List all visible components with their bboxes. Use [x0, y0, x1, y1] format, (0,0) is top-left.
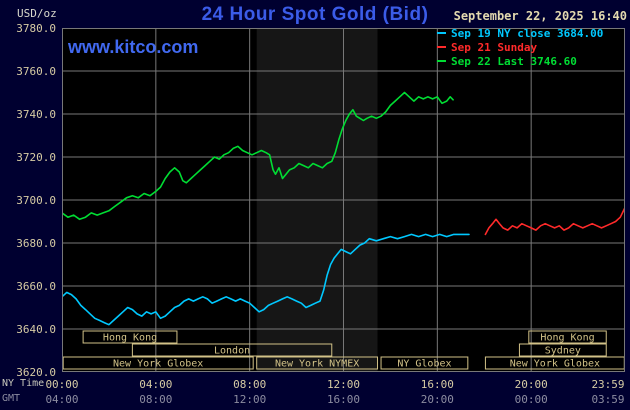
x-tick-gmt-label: 20:00 — [420, 393, 454, 406]
x-tick-gmt-label: 00:00 — [514, 393, 548, 406]
x-tick-ny-label: 12:00 — [326, 378, 361, 391]
x-tick-ny-label: 23:59 — [591, 378, 625, 391]
session-label: Hong Kong — [540, 333, 594, 344]
x-tick-gmt-label: 04:00 — [45, 393, 79, 406]
chart-plot-svg: Hong Kong Hong Kong London Sydney New York G… — [62, 28, 625, 372]
session-label: London — [214, 346, 250, 357]
legend-dash-icon — [437, 32, 446, 34]
session-label: New York NYMEX — [275, 359, 359, 370]
x-tick-gmt-label: 16:00 — [326, 393, 361, 406]
session-box — [82, 330, 178, 344]
y-tick-label: 3720.0 — [16, 151, 56, 164]
legend-label: Sep 21 Sunday — [451, 40, 538, 54]
session-box — [256, 356, 379, 370]
y-tick-label: 3620.0 — [16, 366, 56, 379]
chart-legend: Sep 19 NY close 3684.00 Sep 21 Sunday Se… — [437, 26, 603, 68]
gmt-axis-label: GMT — [2, 393, 21, 404]
y-tick-label: 3680.0 — [16, 237, 56, 250]
legend-dash-icon — [437, 46, 446, 48]
x-tick-ny-label: 00:00 — [45, 378, 79, 391]
series-sep22-last — [62, 91, 454, 221]
y-tick-label: 3660.0 — [16, 280, 56, 293]
session-box — [528, 330, 607, 344]
x-tick-gmt-label: 08:00 — [139, 393, 173, 406]
session-label: New York Globex — [113, 359, 203, 370]
session-label: NY Globex — [397, 359, 451, 370]
legend-row-0: Sep 19 NY close 3684.00 — [437, 26, 603, 40]
session-box — [131, 343, 333, 357]
x-tick-ny-label: 16:00 — [420, 378, 454, 391]
y-tick-label: 3740.0 — [16, 108, 56, 121]
kitco-watermark-link[interactable]: www.kitco.com — [68, 37, 199, 57]
y-tick-label: 3780.0 — [16, 22, 56, 35]
series-sep21-sunday — [484, 207, 625, 236]
y-tick-label: 3700.0 — [16, 194, 56, 207]
session-box — [518, 343, 607, 357]
legend-label: Sep 19 NY close 3684.00 — [451, 26, 604, 40]
session-label: New York Globex — [510, 359, 600, 370]
session-label: Sydney — [545, 346, 581, 357]
legend-row-2: Sep 22 Last 3746.60 — [437, 54, 603, 68]
units-label: USD/oz — [17, 7, 57, 20]
session-box — [62, 356, 254, 370]
chart-title: 24 Hour Spot Gold (Bid) — [201, 4, 429, 25]
datetime-label: September 22, 2025 16:40 — [453, 9, 627, 23]
x-tick-ny-label: 08:00 — [233, 378, 267, 391]
chart-plot-area: Hong Kong Hong Kong London Sydney New York G… — [62, 28, 625, 372]
legend-dash-icon — [437, 60, 446, 62]
x-tick-gmt-label: 12:00 — [233, 393, 267, 406]
legend-label: Sep 22 Last 3746.60 — [451, 54, 577, 68]
session-label: Hong Kong — [103, 333, 157, 344]
plot-border — [62, 28, 625, 372]
session-box — [380, 356, 469, 370]
x-tick-ny-label: 20:00 — [514, 378, 548, 391]
legend-row-1: Sep 21 Sunday — [437, 40, 603, 54]
ny-time-axis-label: NY Time — [2, 378, 45, 389]
y-tick-label: 3760.0 — [16, 65, 56, 78]
series-sep19-ny-close — [62, 233, 470, 326]
x-tick-gmt-label: 03:59 — [591, 393, 625, 406]
y-tick-label: 3640.0 — [16, 323, 56, 336]
x-tick-ny-label: 04:00 — [139, 378, 173, 391]
